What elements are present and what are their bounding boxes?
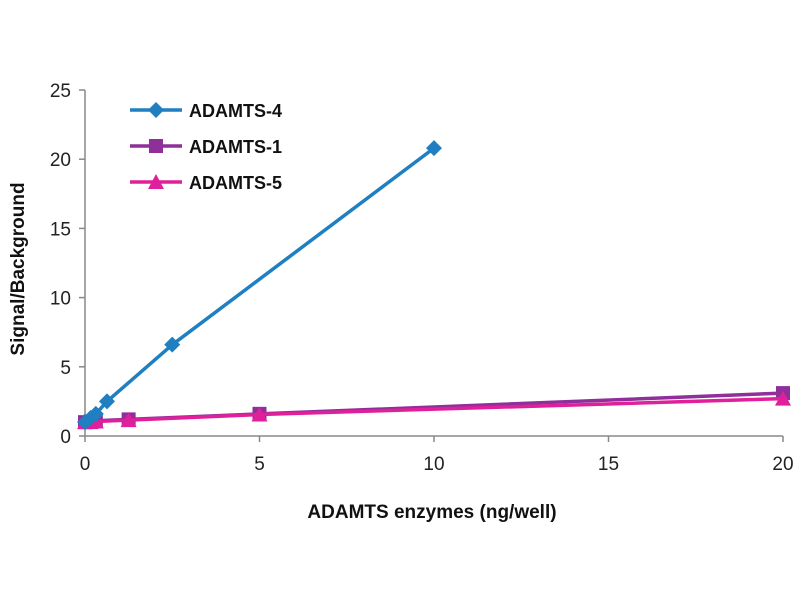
y-axis-title: Signal/Background [8,182,29,355]
data-point [426,140,442,157]
x-tick-label: 10 [423,454,444,475]
series-line [85,396,784,424]
series-layer [77,140,791,431]
y-tick-label: 15 [50,219,71,240]
y-tick-label: 20 [50,150,71,171]
data-point [251,406,268,422]
data-point [120,412,137,428]
y-tick-label: 25 [50,81,71,102]
y-tick-label: 0 [60,427,71,448]
legend-marker-icon [149,139,163,153]
legend-label: ADAMTS-4 [189,101,282,121]
legend-marker-icon [148,174,164,189]
legend-marker-icon [148,102,164,118]
legend-label: ADAMTS-1 [189,137,282,157]
x-axis: 0 5 10 15 20 [80,435,794,475]
data-point [98,393,115,410]
data-point [87,405,104,422]
data-point [775,390,791,406]
y-tick-label: 10 [50,289,71,310]
series-adamts-4 [77,140,442,431]
x-tick-label: 20 [772,454,793,475]
y-tick-label: 5 [60,358,71,379]
x-tick-label: 0 [80,454,91,475]
x-axis-title: ADAMTS enzymes (ng/well) [307,502,556,523]
legend-label: ADAMTS-5 [189,173,282,193]
legend: ADAMTS-4 ADAMTS-1 ADAMTS-5 [130,101,282,193]
data-point [164,336,181,353]
x-tick-label: 15 [598,454,619,475]
y-axis: 0 5 10 15 20 25 [50,81,86,448]
x-tick-label: 5 [254,454,265,475]
